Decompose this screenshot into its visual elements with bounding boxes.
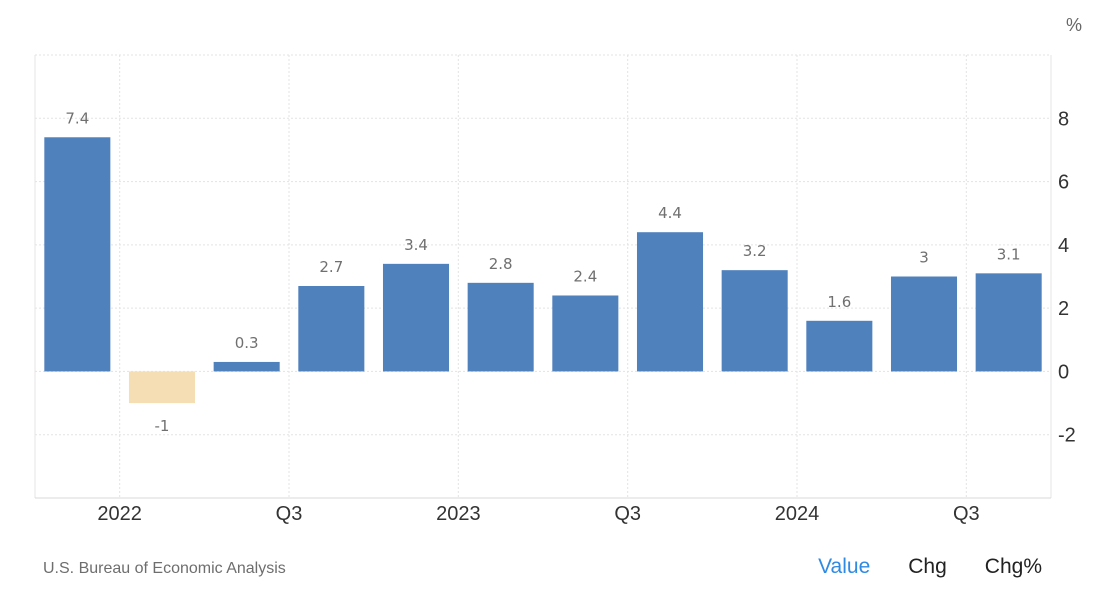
x-tick-label: Q3 [614,503,641,525]
bar[interactable] [890,276,958,372]
view-tabs: Value Chg Chg% [818,555,1042,579]
bar-value-label: 2.4 [573,267,597,285]
y-axis: -2 0 2 4 6 8 [1058,108,1076,446]
bar-value-label: 0.3 [235,334,259,352]
bar[interactable] [382,263,450,372]
bar-value-label: 3.2 [743,242,767,260]
tab-value[interactable]: Value [818,555,871,578]
grid-lines [34,54,1052,499]
bar-value-labels: 7.4 -1 0.3 2.7 3.4 2.8 2.4 4.4 3.2 1.6 3 3.1 [65,109,1020,435]
bar[interactable] [552,295,619,372]
y-tick-label: 8 [1058,108,1069,130]
bar[interactable] [128,371,196,404]
bar-value-label: 4.4 [658,204,682,222]
x-tick-label: 2023 [436,503,481,525]
y-tick-label: 2 [1058,298,1069,320]
bar[interactable] [975,273,1042,372]
source-label: U.S. Bureau of Economic Analysis [43,560,286,577]
bar-value-label: 2.8 [489,255,513,273]
bar-value-label: 7.4 [65,109,89,127]
bar[interactable] [806,320,873,372]
y-tick-label: 4 [1058,235,1069,257]
x-axis: 2022 Q3 2023 Q3 2024 Q3 [97,503,979,525]
bar[interactable] [467,282,534,372]
y-tick-label: -2 [1058,425,1076,447]
bar-value-label: 3.4 [404,236,428,254]
bar[interactable] [213,361,280,372]
bars [44,137,1042,404]
bar-value-label: 3 [919,249,929,267]
bar[interactable] [298,285,365,372]
y-tick-label: 0 [1058,361,1069,383]
x-tick-label: 2022 [97,503,142,525]
tab-chg[interactable]: Chg [908,555,947,578]
bar[interactable] [636,232,704,372]
bar-chart: 7.4 -1 0.3 2.7 3.4 2.8 2.4 4.4 3.2 1.6 3 3.1 -2 0 2 4 6… [34,15,1082,525]
x-tick-label: Q3 [276,503,303,525]
y-unit-label: % [1066,15,1082,35]
chart-footer: U.S. Bureau of Economic Analysis Value C… [0,548,1098,588]
tab-chg-percent[interactable]: Chg% [984,555,1042,578]
x-tick-label: 2024 [775,503,820,525]
bar-value-label: -1 [155,417,170,435]
bar[interactable] [44,137,111,372]
bar[interactable] [721,270,788,372]
bar-value-label: 3.1 [997,245,1021,263]
x-tick-label: Q3 [953,503,980,525]
bar-value-label: 2.7 [319,258,343,276]
bar-value-label: 1.6 [827,293,851,311]
y-tick-label: 6 [1058,172,1069,194]
